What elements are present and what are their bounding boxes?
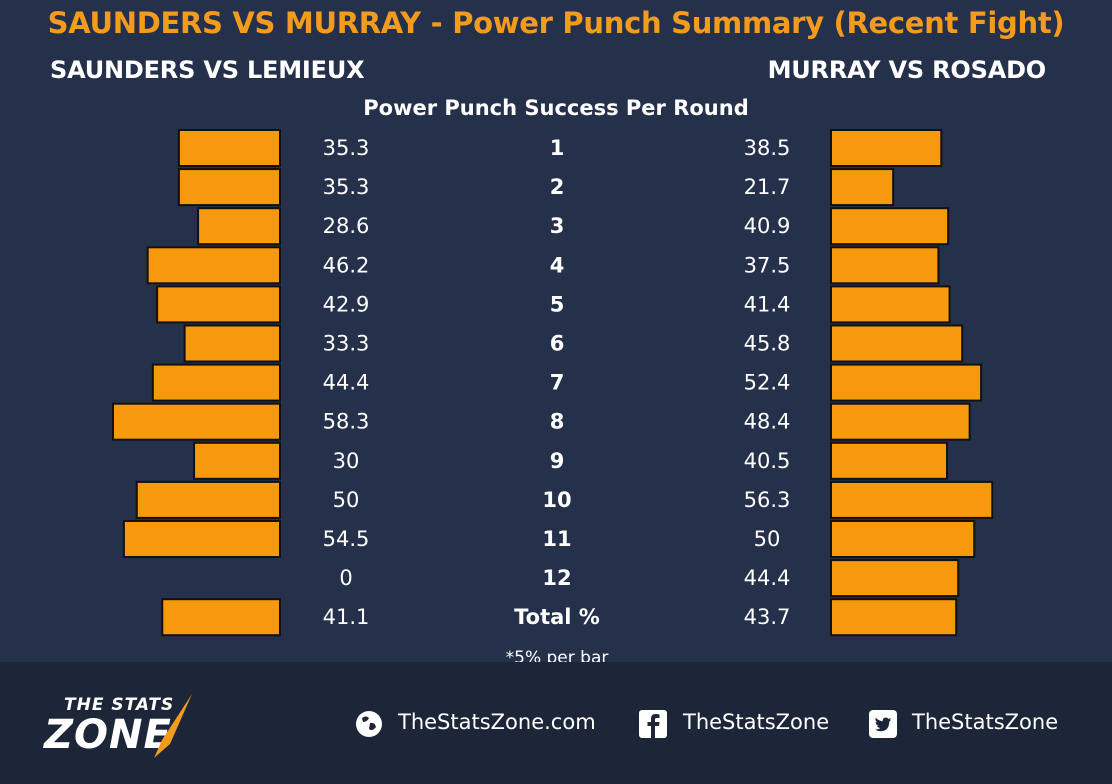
right-bar — [830, 363, 983, 402]
right-bar — [830, 246, 940, 285]
round-label: 8 — [550, 410, 565, 434]
butterfly-bar-chart: 35.3 1 38.5 35.3 2 21.7 28.6 3 40.9 46.2 4 37.5 42.9… — [112, 129, 994, 662]
left-bar — [156, 285, 281, 324]
left-bar — [161, 598, 282, 637]
round-label: 3 — [550, 214, 565, 238]
left-value-label: 30 — [333, 449, 360, 473]
right-value-label: 56.3 — [744, 488, 791, 512]
right-bar — [830, 598, 958, 637]
left-bar — [197, 207, 281, 246]
round-label: 11 — [542, 527, 571, 551]
right-bar — [830, 480, 994, 519]
twitter-icon — [869, 710, 897, 738]
round-label: 7 — [550, 371, 565, 395]
round-label: 9 — [550, 449, 565, 473]
right-value-label: 40.9 — [744, 214, 791, 238]
scale-note: *5% per bar — [506, 648, 609, 662]
right-value-label: 37.5 — [744, 253, 791, 277]
round-label: 1 — [550, 136, 565, 160]
right-bar — [830, 559, 960, 598]
left-value-label: 28.6 — [323, 214, 370, 238]
left-bar — [183, 324, 281, 363]
left-bar — [177, 129, 281, 167]
left-value-label: 58.3 — [323, 410, 370, 434]
website-link[interactable]: TheStatsZone.com — [398, 710, 596, 734]
left-value-label: 42.9 — [323, 292, 370, 316]
globe-icon — [356, 711, 382, 737]
facebook-icon — [639, 710, 667, 738]
left-value-label: 46.2 — [323, 253, 370, 277]
right-value-label: 21.7 — [744, 175, 791, 199]
left-fight-heading: SAUNDERS VS LEMIEUX — [50, 56, 365, 84]
left-bar — [193, 441, 282, 480]
right-bar — [830, 285, 951, 324]
right-value-label: 43.7 — [744, 605, 791, 629]
left-value-label: 50 — [333, 488, 360, 512]
right-bar — [830, 324, 964, 363]
footer — [0, 662, 1112, 784]
right-bar — [830, 402, 971, 441]
right-bar — [830, 441, 949, 480]
left-value-label: 44.4 — [323, 371, 370, 395]
logo-swoosh — [154, 694, 192, 758]
stats-zone-logo: THE STATS ZONE — [42, 694, 192, 758]
left-value-label: 33.3 — [323, 332, 370, 356]
right-value-label: 44.4 — [744, 566, 791, 590]
right-bar — [830, 207, 950, 246]
left-bar — [151, 363, 281, 402]
left-bar — [135, 480, 281, 519]
round-label: 12 — [542, 566, 571, 590]
twitter-link[interactable]: TheStatsZone — [912, 710, 1059, 734]
right-value-label: 50 — [754, 527, 781, 551]
right-value-label: 41.4 — [744, 292, 791, 316]
left-value-label: 41.1 — [323, 605, 370, 629]
round-label: 5 — [550, 292, 565, 316]
left-value-label: 0 — [339, 566, 352, 590]
left-bar — [122, 520, 282, 558]
chart-title: Power Punch Success Per Round — [363, 96, 749, 120]
left-bar — [146, 246, 281, 285]
left-value-label: 35.3 — [323, 136, 370, 160]
round-label: 2 — [550, 175, 565, 199]
round-label: 4 — [550, 253, 565, 277]
left-value-label: 54.5 — [323, 527, 370, 551]
right-value-label: 38.5 — [744, 136, 791, 160]
right-value-label: 48.4 — [744, 410, 791, 434]
round-label: Total % — [514, 605, 600, 629]
right-bar — [830, 520, 976, 558]
right-fight-heading: MURRAY VS ROSADO — [767, 56, 1047, 84]
right-value-label: 40.5 — [744, 449, 791, 473]
page-title: SAUNDERS VS MURRAY - Power Punch Summary… — [47, 6, 1065, 40]
left-bar — [177, 168, 281, 207]
logo-line2: ZONE — [42, 712, 172, 758]
right-value-label: 45.8 — [744, 332, 791, 356]
round-label: 10 — [542, 488, 571, 512]
left-bar — [112, 402, 281, 441]
logo-line1: THE STATS — [64, 695, 174, 715]
right-bar — [830, 168, 895, 207]
right-bar — [830, 129, 943, 167]
left-value-label: 35.3 — [323, 175, 370, 199]
round-label: 6 — [550, 332, 565, 356]
right-value-label: 52.4 — [744, 371, 791, 395]
facebook-link[interactable]: TheStatsZone — [683, 710, 830, 734]
